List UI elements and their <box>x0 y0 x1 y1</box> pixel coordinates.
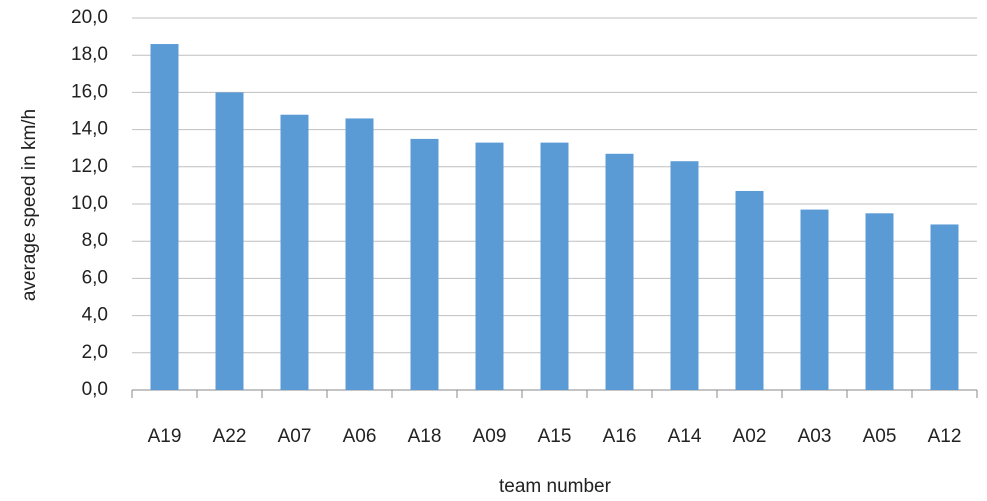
bar <box>215 92 244 391</box>
y-tick-label: 6,0 <box>82 267 108 288</box>
bar <box>540 142 569 390</box>
bar <box>735 190 764 390</box>
bar <box>345 118 374 390</box>
x-tick-label: A12 <box>928 426 962 447</box>
y-tick-label: 12,0 <box>71 156 108 177</box>
x-tick-label: A05 <box>863 426 897 447</box>
bar <box>865 213 894 390</box>
x-axis-title: team number <box>499 476 612 497</box>
y-axis-title: average speed in km/h <box>19 109 40 301</box>
x-tick-label: A03 <box>798 426 832 447</box>
y-tick-label: 20,0 <box>71 7 108 28</box>
y-tick-label: 8,0 <box>82 230 108 251</box>
x-tick-label: A02 <box>733 426 767 447</box>
x-tick-label: A09 <box>473 426 507 447</box>
x-tick-label: A22 <box>213 426 247 447</box>
y-tick-label: 10,0 <box>71 193 108 214</box>
x-tick-label: A07 <box>278 426 312 447</box>
x-tick-label: A16 <box>603 426 637 447</box>
y-tick-label: 0,0 <box>82 379 108 400</box>
x-tick-label: A19 <box>148 426 182 447</box>
y-tick-label: 2,0 <box>82 342 108 363</box>
x-tick-label: A06 <box>343 426 377 447</box>
x-tick-label: A14 <box>668 426 702 447</box>
bar <box>150 44 179 390</box>
bar <box>800 209 829 390</box>
bar <box>280 114 309 390</box>
y-tick-label: 4,0 <box>82 305 108 326</box>
bar <box>410 138 439 390</box>
y-tick-label: 16,0 <box>71 81 108 102</box>
bar <box>605 153 634 390</box>
bar <box>475 142 504 390</box>
bar <box>930 224 959 390</box>
bar <box>670 161 699 390</box>
y-tick-label: 18,0 <box>71 44 108 65</box>
x-tick-label: A15 <box>538 426 572 447</box>
y-tick-label: 14,0 <box>71 119 108 140</box>
x-tick-label: A18 <box>408 426 442 447</box>
